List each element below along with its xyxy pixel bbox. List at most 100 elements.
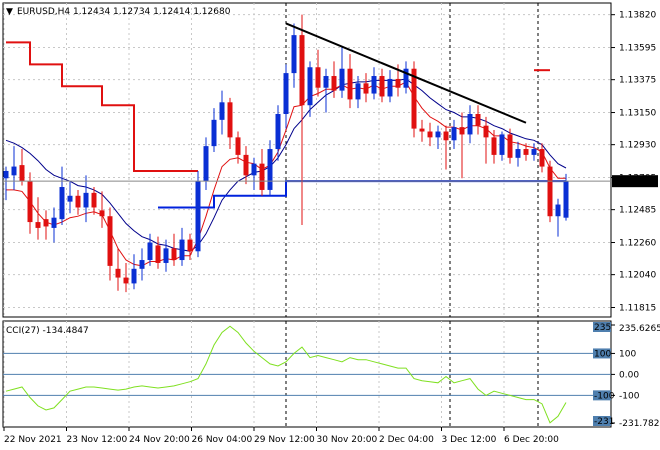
trailing-stop-line	[6, 41, 198, 172]
cci-tick-label: 100	[619, 349, 636, 359]
candle-body	[515, 149, 521, 158]
cci-tick-label: 235.6265	[619, 324, 660, 334]
candle-body	[123, 277, 129, 284]
candle-body	[363, 83, 369, 94]
candle-body	[99, 210, 105, 217]
candle-body	[19, 165, 25, 182]
price-tick-label: 1.12260	[619, 239, 656, 249]
candle-body	[451, 127, 457, 141]
candle-body	[219, 102, 225, 120]
candle-body	[35, 222, 41, 228]
candle-body	[371, 76, 377, 94]
time-tick-label: 3 Dec 12:00	[442, 435, 497, 445]
cci-line	[5, 325, 567, 424]
candle-body	[547, 166, 553, 217]
candle-body	[331, 76, 337, 91]
candle-body	[147, 242, 153, 261]
candle-body	[403, 68, 409, 88]
candle-body	[43, 219, 49, 227]
resistance-trendline	[285, 22, 527, 124]
candle-body	[539, 149, 545, 167]
candle-body	[339, 68, 345, 91]
candle-body	[435, 131, 441, 138]
candle-body	[387, 78, 393, 97]
candle-body	[411, 68, 417, 129]
candle-body	[27, 181, 33, 223]
candle-body	[531, 149, 537, 155]
time-tick-label: 24 Nov 20:00	[129, 435, 190, 445]
candle-body	[243, 154, 249, 176]
cci-level-badge-label: -231	[594, 417, 614, 427]
candle-body	[139, 260, 145, 269]
candle-body	[227, 102, 233, 138]
candle-body	[131, 268, 137, 284]
candle-body	[235, 137, 241, 155]
candle-body	[155, 245, 161, 263]
price-tick-label: 1.13595	[619, 44, 656, 54]
candle-body	[75, 195, 81, 208]
candle-body	[171, 248, 177, 261]
candle-body	[163, 248, 169, 263]
candle-body	[379, 76, 385, 97]
price-tick-label: 1.13150	[619, 109, 656, 119]
candle-body	[67, 195, 73, 202]
cci-level-badge-label: 235	[594, 323, 611, 333]
candle-body	[251, 163, 257, 176]
candle-body	[51, 217, 57, 228]
candle-body	[491, 137, 497, 155]
candle-body	[291, 35, 297, 74]
candle-body	[275, 113, 281, 150]
candle-body	[443, 131, 449, 141]
time-tick-label: 22 Nov 2021	[4, 435, 62, 445]
candle-body	[195, 181, 201, 252]
price-tick-label: 1.12485	[619, 206, 656, 216]
main-series-layer	[3, 3, 611, 317]
candle-body	[299, 35, 305, 106]
price-tick-label: 1.12040	[619, 271, 656, 281]
price-tick-label: 1.13820	[619, 11, 656, 21]
ma-slow-line	[5, 78, 567, 252]
main-panel-frame	[2, 2, 612, 318]
candle-body	[523, 149, 529, 155]
current-price-tag	[612, 175, 658, 188]
price-tick-label: 1.11815	[619, 304, 656, 314]
candle-body	[427, 131, 433, 138]
cci-series-layer: 235 100 -100 -231	[3, 321, 615, 427]
candle-body	[83, 192, 89, 208]
axis-layer: 1.138201.135951.133751.131501.129301.127…	[3, 11, 660, 445]
candle-body	[507, 134, 513, 158]
candle-body	[259, 163, 265, 190]
candle-body	[499, 134, 505, 155]
cci-tick-label: -100	[619, 391, 640, 401]
candle-body	[211, 119, 217, 147]
candle-body	[3, 170, 9, 179]
candle-body	[187, 239, 193, 252]
candle-body	[107, 216, 113, 266]
dropdown-arrow-icon[interactable]: ▼	[6, 7, 13, 17]
candle-body	[59, 187, 65, 220]
cci-level-badge-label: -100	[594, 391, 615, 401]
candle-body	[315, 67, 321, 88]
candle-body	[459, 127, 465, 135]
candle-body	[419, 128, 425, 132]
time-tick-label: 29 Nov 12:00	[254, 435, 315, 445]
candle-body	[307, 67, 313, 106]
candle-body	[563, 181, 569, 218]
time-tick-label: 6 Dec 20:00	[504, 435, 559, 445]
cci-tick-label: 0.00	[619, 370, 639, 380]
candle-body	[355, 83, 361, 100]
cci-level-badge-label: 100	[594, 349, 611, 359]
price-tick-label: 1.13375	[619, 76, 656, 86]
candle-body	[475, 113, 481, 126]
candle-body	[555, 204, 561, 217]
candle-body	[323, 76, 329, 88]
candle-body	[467, 113, 473, 135]
candle-body	[179, 239, 185, 261]
candle-body	[115, 268, 121, 278]
time-tick-label: 30 Nov 20:00	[317, 435, 378, 445]
candle-body	[283, 73, 289, 114]
chart-header: EURUSD,H4 1.12434 1.12734 1.12414 1.1268…	[17, 7, 231, 17]
price-tick-label: 1.12930	[619, 141, 656, 151]
candle-body	[267, 149, 273, 190]
